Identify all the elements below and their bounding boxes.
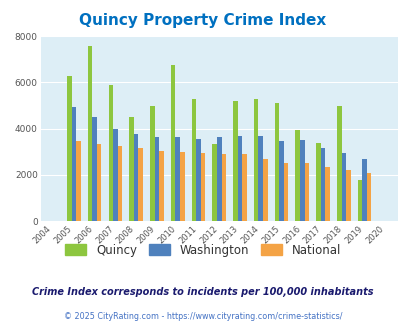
Bar [134, 134, 138, 221]
Bar [117, 146, 122, 221]
Bar [304, 163, 309, 221]
Bar [138, 148, 143, 221]
Bar [345, 170, 350, 221]
Bar [97, 144, 101, 221]
Bar [216, 137, 221, 221]
Bar [258, 136, 262, 221]
Bar [366, 173, 371, 221]
Bar [295, 130, 299, 221]
Bar [324, 167, 329, 221]
Bar [71, 107, 76, 221]
Bar [159, 150, 163, 221]
Bar [196, 139, 200, 221]
Bar [336, 106, 341, 221]
Bar [362, 159, 366, 221]
Text: Crime Index corresponds to incidents per 100,000 inhabitants: Crime Index corresponds to incidents per… [32, 287, 373, 297]
Bar [76, 141, 81, 221]
Bar [341, 153, 345, 221]
Bar [242, 154, 246, 221]
Bar [171, 65, 175, 221]
Bar [175, 137, 179, 221]
Bar [357, 180, 362, 221]
Bar [262, 159, 267, 221]
Bar [92, 117, 97, 221]
Bar [108, 85, 113, 221]
Bar [150, 106, 154, 221]
Bar [87, 46, 92, 221]
Bar [237, 136, 242, 221]
Bar [221, 154, 226, 221]
Bar [67, 76, 71, 221]
Bar [299, 140, 304, 221]
Bar [315, 143, 320, 221]
Text: Quincy Property Crime Index: Quincy Property Crime Index [79, 13, 326, 28]
Bar [283, 163, 288, 221]
Text: © 2025 CityRating.com - https://www.cityrating.com/crime-statistics/: © 2025 CityRating.com - https://www.city… [64, 312, 341, 321]
Bar [320, 148, 324, 221]
Bar [200, 153, 205, 221]
Bar [129, 117, 134, 221]
Bar [113, 129, 117, 221]
Bar [232, 101, 237, 221]
Bar [154, 137, 159, 221]
Bar [191, 99, 196, 221]
Bar [253, 99, 258, 221]
Bar [274, 103, 279, 221]
Bar [212, 144, 216, 221]
Bar [179, 152, 184, 221]
Legend: Quincy, Washington, National: Quincy, Washington, National [62, 240, 343, 260]
Bar [279, 141, 283, 221]
